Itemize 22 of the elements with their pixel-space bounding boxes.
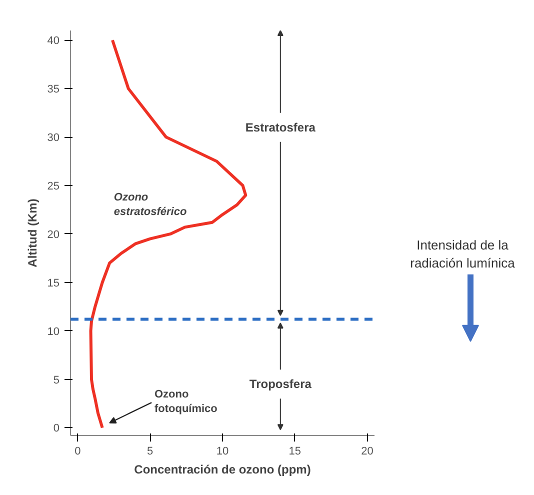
y-axis-title: Altitud (Km) xyxy=(25,198,40,268)
y-tick-label: 40 xyxy=(47,35,60,48)
y-tick-label: 30 xyxy=(47,132,60,144)
x-axis-title: Concentración de ozono (ppm) xyxy=(134,462,311,476)
y-tick-label: 15 xyxy=(47,277,60,290)
y-tick-label: 5 xyxy=(53,374,60,386)
y-tick-label: 20 xyxy=(47,228,60,241)
x-tick-label: 10 xyxy=(216,446,229,458)
y-tick-label: 0 xyxy=(53,422,60,435)
line-series xyxy=(89,38,248,430)
y-tick-label: 35 xyxy=(47,84,60,96)
x-tick-label: 15 xyxy=(288,446,302,458)
x-tick-label: 20 xyxy=(361,446,374,458)
text: Intensidad de la radiación lumínica xyxy=(410,237,516,270)
x-tick-label: 0 xyxy=(74,446,81,458)
y-tick-label: 25 xyxy=(47,180,60,193)
y-tick-label: 10 xyxy=(47,326,60,338)
annotation: Estratosfera xyxy=(245,120,316,134)
x-tick-label: 5 xyxy=(147,446,154,458)
annotation: Ozono estratosférico xyxy=(114,192,187,218)
annotation: Troposfera xyxy=(249,377,312,392)
annotation: Ozono fotoquímico xyxy=(154,388,218,415)
